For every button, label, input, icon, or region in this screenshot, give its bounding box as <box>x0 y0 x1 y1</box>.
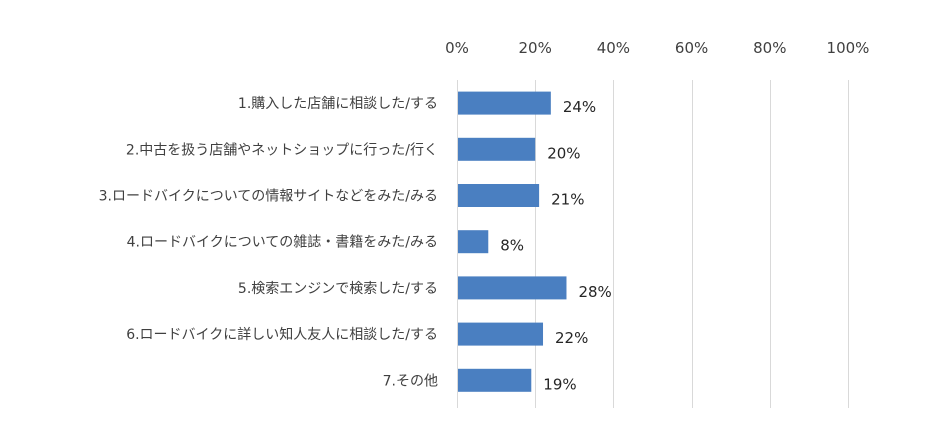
category-label: 4.ロードバイクについての雑誌・書籍をみた/みる <box>127 234 438 251</box>
x-tick-label: 40% <box>597 39 630 57</box>
data-label: 28% <box>578 283 611 301</box>
x-tick-label: 80% <box>753 39 786 57</box>
x-axis-tick-labels: 0% 20% 40% 60% 80% 100% <box>445 39 869 57</box>
category-label: 5.検索エンジンで検索した/する <box>238 280 438 297</box>
data-label: 21% <box>551 191 584 209</box>
data-label: 20% <box>547 144 580 162</box>
x-tick-label: 60% <box>675 39 708 57</box>
category-label: 1.購入した店舗に相談した/する <box>238 96 438 112</box>
category-label: 2.中古を扱う店舗やネットショップに行った/行く <box>126 142 438 158</box>
bar <box>458 276 567 300</box>
gridlines <box>457 80 849 408</box>
data-label: 22% <box>555 329 588 347</box>
bar <box>458 137 536 161</box>
category-labels: 1.購入した店舗に相談した/する 2.中古を扱う店舗やネットショップに行った/行く… <box>99 96 438 389</box>
data-label: 19% <box>543 375 576 393</box>
bar <box>458 322 544 346</box>
bar <box>458 368 532 392</box>
data-label: 24% <box>563 98 596 116</box>
data-label: 8% <box>500 237 524 255</box>
bars <box>458 91 567 392</box>
bar <box>458 184 540 207</box>
category-label: 7.その他 <box>383 373 438 389</box>
data-labels: 24% 20% 21% 8% 28% 22% 19% <box>500 98 612 393</box>
bar <box>458 91 551 115</box>
bar <box>458 230 489 254</box>
category-label: 6.ロードバイクに詳しい知人友人に相談した/する <box>126 326 438 343</box>
category-label: 3.ロードバイクについての情報サイトなどをみた/みる <box>99 189 438 205</box>
x-tick-label: 20% <box>519 39 552 57</box>
x-tick-label: 0% <box>445 39 469 57</box>
x-tick-label: 100% <box>827 39 870 57</box>
